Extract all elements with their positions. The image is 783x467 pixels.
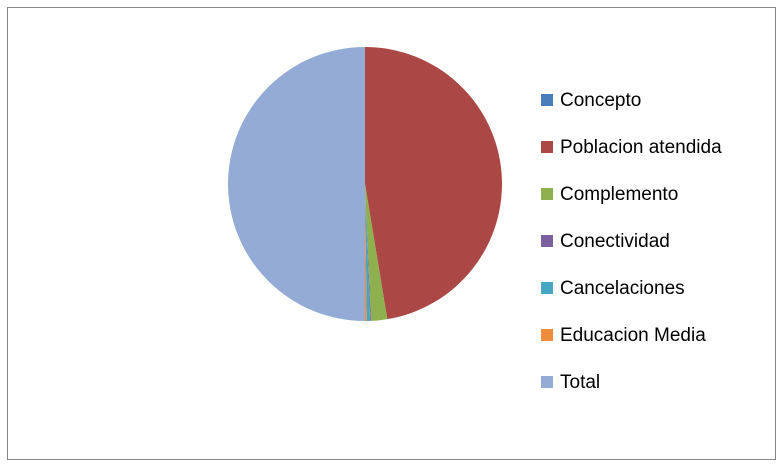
legend-label: Conectividad — [560, 231, 670, 252]
legend-swatch — [541, 188, 553, 200]
legend-label: Complemento — [560, 184, 678, 205]
legend-label: Educacion Media — [560, 325, 706, 346]
legend-swatch — [541, 376, 553, 388]
pie-slice — [365, 184, 371, 321]
legend-swatch — [541, 94, 553, 106]
legend-swatch — [541, 141, 553, 153]
legend-swatch — [541, 235, 553, 247]
legend-label: Cancelaciones — [560, 278, 685, 299]
legend-swatch — [541, 282, 553, 294]
pie-slice — [365, 184, 367, 321]
legend-swatch — [541, 329, 553, 341]
legend-label: Total — [560, 372, 600, 393]
legend-label: Poblacion atendida — [560, 137, 722, 158]
pie-slice — [228, 47, 365, 321]
legend-label: Concepto — [560, 90, 641, 111]
pie-slice — [365, 47, 502, 320]
pie-slice — [365, 184, 388, 321]
pie-slice — [365, 184, 372, 321]
